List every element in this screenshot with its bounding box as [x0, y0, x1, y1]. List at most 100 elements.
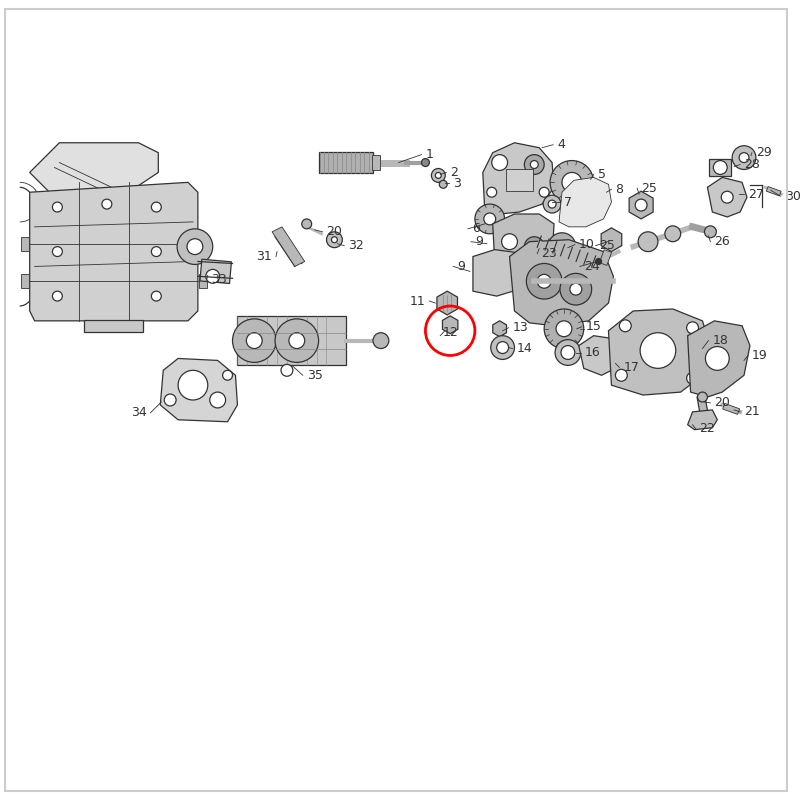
Circle shape [206, 270, 220, 283]
Circle shape [484, 213, 496, 225]
Text: 2: 2 [450, 166, 458, 179]
Circle shape [686, 372, 698, 384]
Circle shape [550, 161, 594, 204]
Text: 34: 34 [130, 406, 146, 419]
Circle shape [530, 242, 538, 250]
Circle shape [431, 169, 446, 182]
Bar [238, 316, 346, 366]
Polygon shape [160, 358, 238, 422]
Circle shape [526, 263, 562, 299]
Circle shape [722, 191, 733, 203]
Circle shape [556, 321, 572, 337]
Circle shape [151, 291, 162, 301]
Polygon shape [707, 178, 747, 217]
Circle shape [178, 370, 208, 400]
Text: 20: 20 [326, 226, 342, 238]
Circle shape [548, 200, 556, 208]
Polygon shape [493, 321, 506, 337]
Circle shape [530, 161, 538, 169]
Polygon shape [578, 336, 622, 375]
Polygon shape [601, 228, 622, 251]
Circle shape [373, 333, 389, 349]
Bar [766, 186, 781, 196]
Polygon shape [559, 178, 611, 227]
Text: 20: 20 [714, 397, 730, 410]
Circle shape [331, 237, 338, 242]
Text: 21: 21 [744, 406, 760, 418]
Circle shape [164, 394, 176, 406]
Text: 3: 3 [453, 177, 461, 190]
Circle shape [502, 234, 518, 250]
Text: 33: 33 [210, 273, 226, 286]
Text: 1: 1 [426, 148, 434, 161]
Text: 27: 27 [748, 188, 764, 201]
Polygon shape [437, 291, 458, 315]
Polygon shape [473, 250, 530, 296]
Bar [599, 250, 611, 266]
Circle shape [486, 187, 497, 197]
Text: 19: 19 [752, 349, 768, 362]
Circle shape [439, 180, 447, 188]
Circle shape [246, 333, 262, 349]
Polygon shape [272, 227, 305, 266]
Circle shape [151, 246, 162, 257]
Circle shape [705, 226, 716, 238]
Text: 30: 30 [785, 190, 800, 202]
Bar [21, 237, 29, 250]
Text: 22: 22 [699, 422, 715, 435]
Circle shape [497, 342, 509, 354]
Circle shape [233, 319, 276, 362]
Text: 6: 6 [472, 222, 480, 235]
Text: 16: 16 [585, 346, 601, 359]
Circle shape [619, 320, 631, 332]
Bar [21, 274, 29, 288]
Bar [372, 154, 380, 170]
Bar [319, 152, 374, 174]
Text: 17: 17 [623, 361, 639, 374]
Circle shape [102, 199, 112, 209]
Circle shape [714, 161, 727, 174]
Circle shape [475, 204, 505, 234]
Circle shape [151, 202, 162, 212]
Polygon shape [510, 240, 614, 326]
Text: 9: 9 [457, 260, 465, 273]
Circle shape [739, 153, 749, 162]
Text: 13: 13 [513, 322, 528, 334]
Circle shape [561, 346, 575, 359]
Text: 25: 25 [599, 239, 615, 252]
Circle shape [53, 291, 62, 301]
Bar [84, 320, 143, 332]
Circle shape [570, 283, 582, 295]
Bar [199, 237, 206, 250]
Text: 12: 12 [442, 326, 458, 339]
Circle shape [544, 309, 584, 349]
Bar [710, 158, 731, 176]
Circle shape [665, 226, 681, 242]
Circle shape [732, 146, 756, 170]
Circle shape [490, 336, 514, 359]
Text: 11: 11 [410, 294, 426, 307]
Circle shape [53, 202, 62, 212]
Circle shape [555, 340, 581, 366]
Circle shape [435, 173, 442, 178]
Circle shape [560, 274, 592, 305]
Circle shape [640, 333, 676, 368]
Polygon shape [483, 142, 554, 214]
Circle shape [302, 219, 312, 229]
Circle shape [706, 346, 729, 370]
Text: 9: 9 [475, 235, 482, 248]
Circle shape [615, 370, 627, 382]
Polygon shape [629, 191, 653, 219]
Circle shape [524, 237, 544, 257]
Circle shape [492, 154, 507, 170]
Text: 24: 24 [584, 260, 599, 273]
Text: 28: 28 [744, 158, 760, 171]
Circle shape [524, 154, 544, 174]
Circle shape [275, 319, 318, 362]
Polygon shape [30, 142, 158, 197]
Circle shape [177, 229, 213, 265]
Circle shape [289, 333, 305, 349]
Polygon shape [30, 182, 198, 321]
Text: 4: 4 [557, 138, 565, 151]
Circle shape [596, 258, 602, 265]
